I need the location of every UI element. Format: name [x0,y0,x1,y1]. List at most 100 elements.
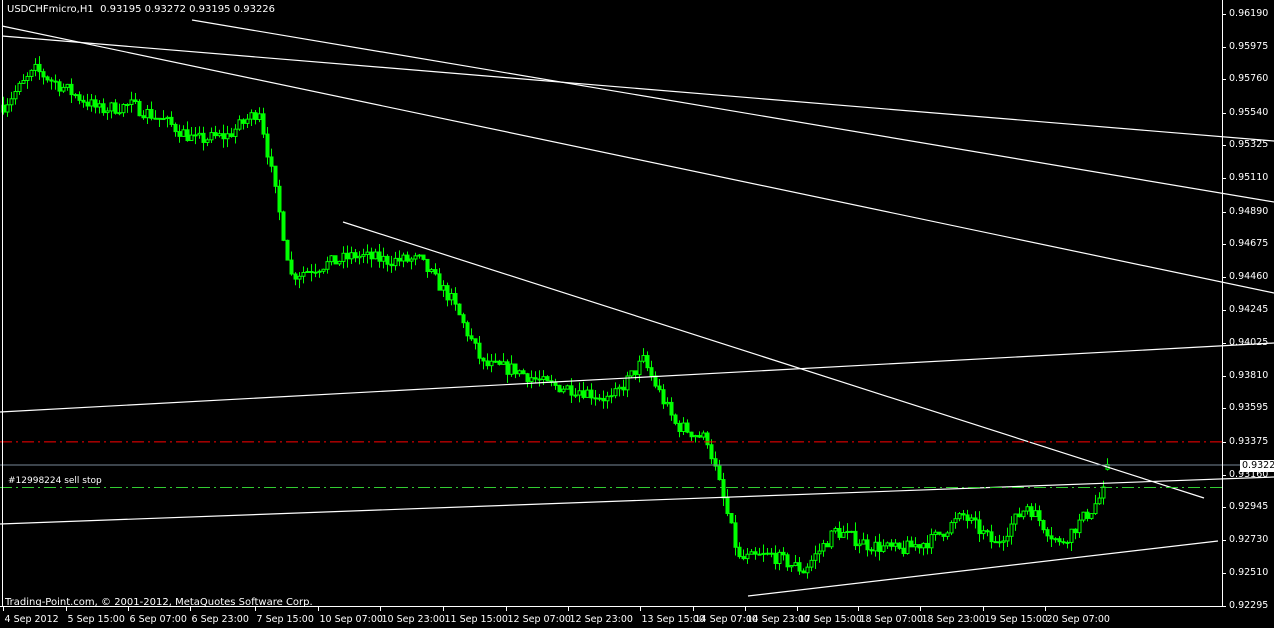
bull-candle [841,531,846,538]
bear-candle [385,255,390,265]
bear-candle [557,384,562,393]
trendline[interactable] [1,25,1274,294]
bull-candle [793,562,798,567]
bear-candle [49,79,54,82]
bull-candle [693,435,698,438]
bull-candle [609,395,614,398]
pending-order-label[interactable]: #12998224 sell stop [8,476,102,486]
bear-candle [521,370,526,375]
bull-candle [945,532,950,537]
bear-candle [81,99,86,103]
bull-candle [489,360,494,367]
bull-candle [181,129,186,137]
bear-candle [73,94,78,97]
bear-candle [289,259,294,275]
bull-candle [1093,503,1098,515]
trendline[interactable] [0,342,1274,413]
bear-candle [901,547,906,555]
bull-candle [97,103,102,108]
bull-candle [529,377,534,383]
bull-candle [417,254,422,257]
bull-candle [805,566,810,574]
trendline[interactable] [1,35,1274,142]
bear-candle [993,541,998,544]
time-tick-label: 18 Sep 23:00 [921,614,985,625]
bull-candle [981,530,986,535]
bull-candle [197,132,202,136]
bear-candle [213,132,218,137]
bear-candle [41,71,46,78]
bear-candle [593,397,598,400]
bear-candle [785,554,790,568]
bear-candle [961,513,966,516]
trendline[interactable] [0,476,1274,525]
bull-candle [393,257,398,267]
bull-candle [381,255,386,262]
bear-candle [597,397,602,400]
bear-candle [781,551,786,556]
bull-candle [817,550,822,555]
bull-candle [9,98,14,106]
trendline[interactable] [747,540,1219,597]
bear-candle [293,273,298,280]
trendline[interactable] [342,221,1205,499]
bear-candle [965,514,970,521]
bull-candle [193,134,198,137]
time-tick-label: 13 Sep 15:00 [641,614,705,625]
bear-candle [513,363,518,375]
bull-candle [129,99,134,105]
time-tick-label: 10 Sep 23:00 [381,614,445,625]
bull-candle [953,518,958,524]
bear-candle [661,389,666,405]
bull-candle [1053,538,1058,541]
bear-candle [553,381,558,386]
bear-candle [997,541,1002,544]
bear-candle [545,376,550,382]
bull-candle [857,543,862,547]
bull-candle [613,388,618,397]
bull-candle [1005,535,1010,542]
bull-candle [885,542,890,547]
price-tick-label: 0.94460 [1229,270,1269,282]
bull-candle [541,376,546,381]
bear-candle [733,522,738,548]
bull-candle [105,110,110,114]
bear-candle [669,401,674,416]
bear-candle [369,251,374,260]
bull-candle [329,255,334,263]
bear-candle [865,539,870,551]
bear-candle [725,497,730,515]
bull-candle [629,370,634,377]
bear-candle [377,251,382,262]
bear-candle [389,263,394,267]
bear-candle [677,422,682,432]
time-tick-label: 6 Sep 07:00 [129,614,187,625]
price-tick-label: 0.92295 [1229,599,1269,611]
time-tick-label: 10 Sep 07:00 [319,614,383,625]
bull-candle [117,112,122,115]
price-tick-label: 0.93160 [1229,468,1269,480]
bull-candle [681,422,686,432]
bull-candle [617,386,622,390]
ohlc-values: 0.93195 0.93272 0.93195 0.93226 [100,4,276,15]
bear-candle [685,422,690,433]
bull-candle [29,69,34,77]
bear-candle [533,377,538,380]
bull-candle [861,539,866,545]
bull-candle [833,527,838,532]
bull-candle [641,355,646,362]
bull-candle [349,252,354,260]
bear-candle [169,116,174,125]
current-bid-price-label: 0.93226 [1240,460,1274,472]
bear-candle [345,252,350,260]
bull-candle [121,104,126,114]
trendline[interactable] [191,19,1274,203]
bear-candle [1029,506,1034,518]
bull-candle [665,401,670,405]
time-tick-label: 11 Sep 15:00 [444,614,508,625]
bull-candle [65,83,70,88]
bull-candle [777,551,782,565]
bear-candle [1073,528,1078,534]
bear-candle [85,101,90,107]
